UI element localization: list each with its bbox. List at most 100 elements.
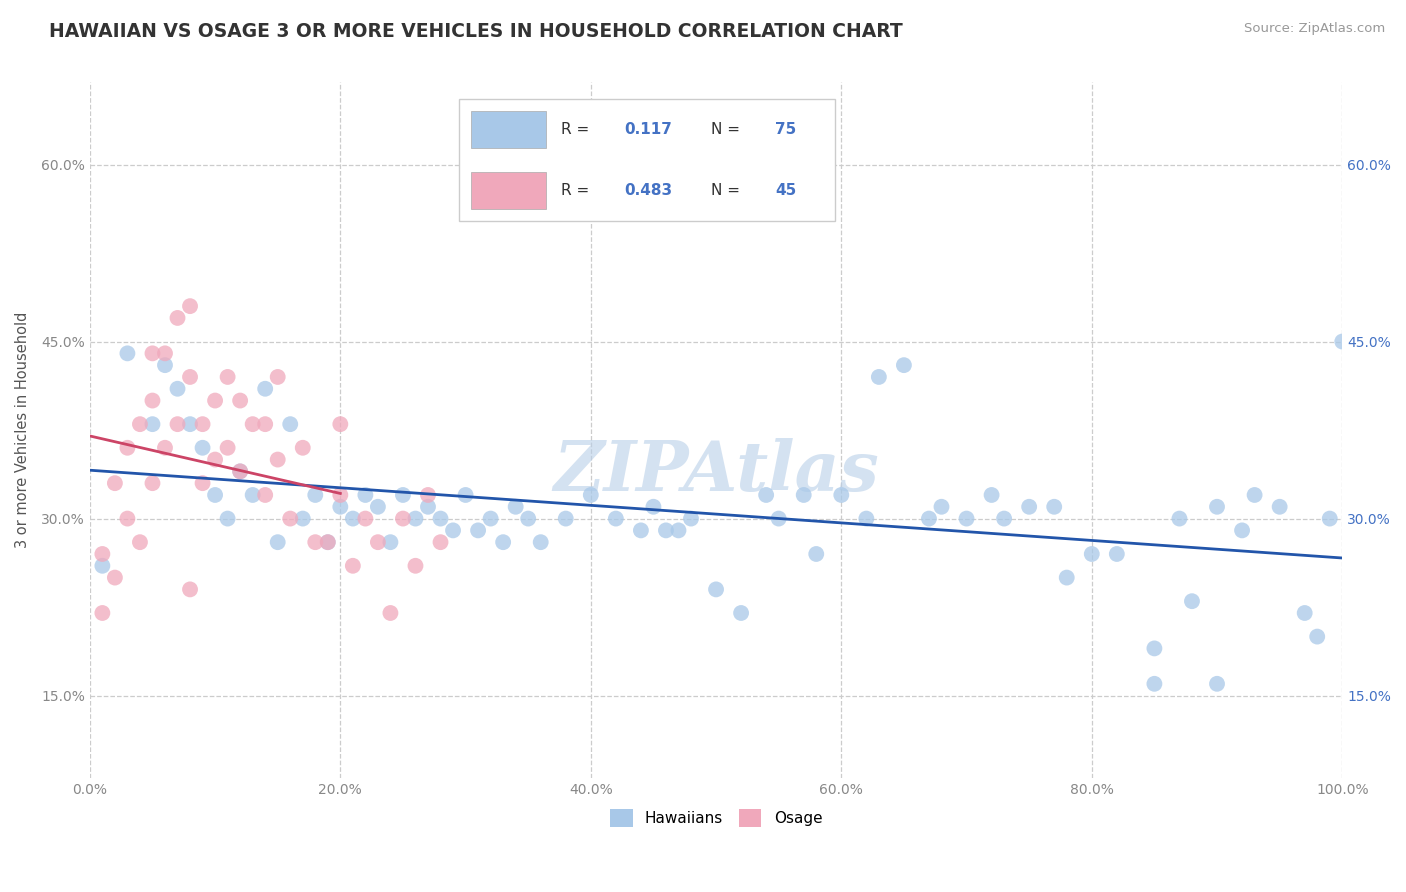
Point	[316, 535, 339, 549]
Point	[454, 488, 477, 502]
Point	[380, 535, 402, 549]
Point	[704, 582, 727, 597]
Point	[492, 535, 515, 549]
Point	[191, 441, 214, 455]
Point	[605, 511, 627, 525]
Point	[191, 476, 214, 491]
Point	[392, 511, 415, 525]
Point	[316, 535, 339, 549]
Point	[204, 452, 226, 467]
Point	[179, 370, 201, 384]
Point	[141, 476, 163, 491]
Text: ZIPAtlas: ZIPAtlas	[553, 438, 879, 506]
Point	[793, 488, 815, 502]
Point	[141, 417, 163, 432]
Text: Source: ZipAtlas.com: Source: ZipAtlas.com	[1244, 22, 1385, 36]
Point	[91, 606, 114, 620]
Point	[254, 417, 277, 432]
Point	[429, 511, 451, 525]
Point	[242, 488, 264, 502]
Point	[153, 358, 176, 372]
Text: HAWAIIAN VS OSAGE 3 OR MORE VEHICLES IN HOUSEHOLD CORRELATION CHART: HAWAIIAN VS OSAGE 3 OR MORE VEHICLES IN …	[49, 22, 903, 41]
Point	[1230, 524, 1253, 538]
Point	[153, 441, 176, 455]
Point	[141, 346, 163, 360]
Point	[104, 476, 127, 491]
Point	[291, 441, 314, 455]
Point	[229, 464, 252, 478]
Point	[554, 511, 576, 525]
Point	[1206, 500, 1229, 514]
Point	[643, 500, 665, 514]
Point	[229, 464, 252, 478]
Point	[267, 370, 290, 384]
Point	[1206, 677, 1229, 691]
Point	[467, 524, 489, 538]
Point	[217, 441, 239, 455]
Point	[242, 417, 264, 432]
Point	[117, 346, 139, 360]
Point	[1043, 500, 1066, 514]
Point	[329, 500, 352, 514]
Point	[166, 382, 188, 396]
Point	[129, 535, 152, 549]
Point	[668, 524, 690, 538]
Point	[179, 299, 201, 313]
Point	[91, 558, 114, 573]
Point	[1143, 677, 1166, 691]
Point	[630, 524, 652, 538]
Point	[153, 346, 176, 360]
Point	[254, 382, 277, 396]
Point	[517, 511, 540, 525]
Point	[655, 524, 678, 538]
Point	[129, 417, 152, 432]
Point	[768, 511, 790, 525]
Point	[191, 417, 214, 432]
Point	[855, 511, 877, 525]
Point	[304, 535, 326, 549]
Point	[405, 558, 427, 573]
Point	[278, 417, 301, 432]
Point	[104, 571, 127, 585]
Point	[254, 488, 277, 502]
Point	[730, 606, 752, 620]
Point	[1181, 594, 1204, 608]
Point	[505, 500, 527, 514]
Point	[117, 511, 139, 525]
Point	[204, 488, 226, 502]
Point	[1056, 571, 1078, 585]
Point	[367, 500, 389, 514]
Point	[342, 558, 364, 573]
Point	[441, 524, 464, 538]
Point	[1306, 630, 1329, 644]
Point	[91, 547, 114, 561]
Point	[354, 488, 377, 502]
Point	[868, 370, 890, 384]
Point	[530, 535, 553, 549]
Point	[304, 488, 326, 502]
Point	[392, 488, 415, 502]
Point	[179, 417, 201, 432]
Point	[579, 488, 602, 502]
Point	[329, 417, 352, 432]
Point	[918, 511, 941, 525]
Point	[342, 511, 364, 525]
Point	[141, 393, 163, 408]
Point	[166, 310, 188, 325]
Point	[380, 606, 402, 620]
Point	[416, 500, 439, 514]
Point	[267, 452, 290, 467]
Point	[1319, 511, 1341, 525]
Point	[1268, 500, 1291, 514]
Point	[367, 535, 389, 549]
Point	[429, 535, 451, 549]
Point	[416, 488, 439, 502]
Point	[1081, 547, 1104, 561]
Point	[1105, 547, 1128, 561]
Y-axis label: 3 or more Vehicles in Household: 3 or more Vehicles in Household	[15, 312, 30, 549]
Point	[993, 511, 1015, 525]
Point	[267, 535, 290, 549]
Point	[893, 358, 915, 372]
Point	[229, 393, 252, 408]
Point	[1143, 641, 1166, 656]
